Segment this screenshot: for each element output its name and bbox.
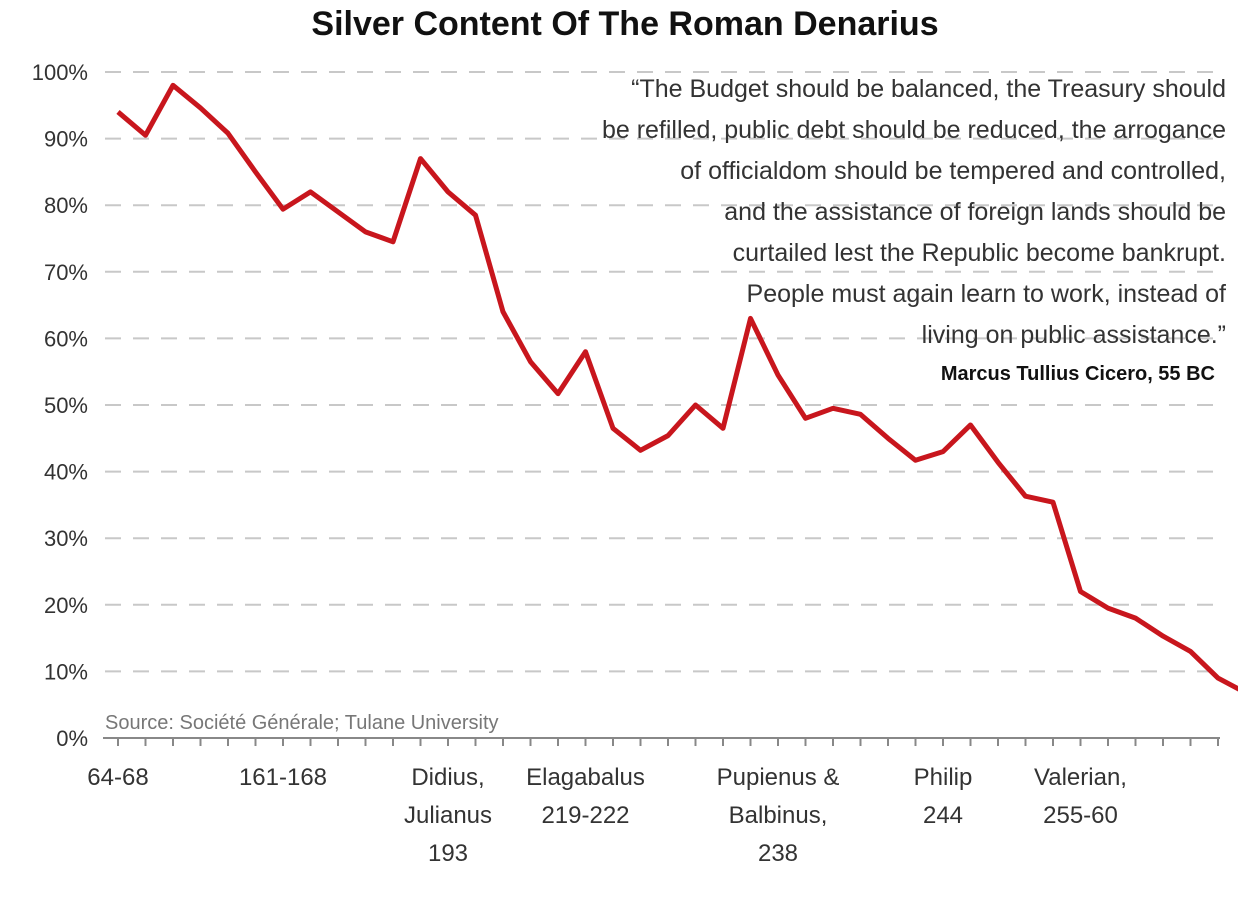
y-tick-label: 20% — [44, 593, 88, 618]
x-tick-label: Pupienus & Balbinus, 238 — [717, 764, 840, 867]
x-tick-label: Philip 244 — [914, 764, 973, 829]
y-tick-label: 50% — [44, 393, 88, 418]
quote-line: “The Budget should be balanced, the Trea… — [631, 75, 1226, 103]
x-tick-label: 64-68 — [87, 764, 148, 791]
quote-line: of officialdom should be tempered and co… — [680, 157, 1226, 185]
x-tick-label: Didius, Julianus 193 — [404, 764, 492, 867]
x-tick-label: Elagabalus 219-222 — [526, 764, 645, 829]
y-tick-label: 0% — [56, 726, 88, 751]
y-tick-label: 60% — [44, 326, 88, 351]
quote-line: and the assistance of foreign lands shou… — [724, 198, 1226, 226]
x-tick-label: 161-168 — [239, 764, 327, 791]
y-tick-label: 100% — [32, 60, 88, 85]
y-tick-label: 90% — [44, 127, 88, 152]
chart-title: Silver Content Of The Roman Denarius — [311, 5, 938, 43]
quote-line: living on public assistance.” — [922, 321, 1226, 349]
y-tick-label: 10% — [44, 659, 88, 684]
series-line — [116, 82, 1238, 692]
y-tick-label: 80% — [44, 193, 88, 218]
quote-line: People must again learn to work, instead… — [747, 280, 1226, 308]
y-tick-label: 30% — [44, 526, 88, 551]
y-tick-label: 40% — [44, 460, 88, 485]
quote-line: be refilled, public debt should be reduc… — [602, 116, 1226, 144]
quote-attribution: Marcus Tullius Cicero, 55 BC — [941, 363, 1215, 385]
quote-line: curtailed lest the Republic become bankr… — [733, 239, 1226, 267]
source-note: Source: Société Générale; Tulane Univers… — [105, 712, 499, 734]
x-tick-label: Valerian, 255-60 — [1034, 764, 1127, 829]
y-tick-label: 70% — [44, 260, 88, 285]
